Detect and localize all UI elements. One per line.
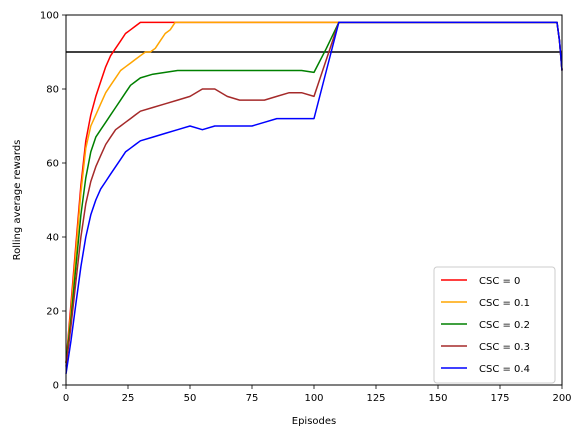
x-tick-label: 150 (428, 393, 447, 404)
x-tick-label: 200 (552, 393, 571, 404)
legend-label: CSC = 0 (479, 276, 520, 287)
legend-label: CSC = 0.2 (479, 320, 530, 331)
legend: CSC = 0 CSC = 0.1 CSC = 0.2 CSC = 0.3 CSC = … (433, 266, 556, 384)
series-layer (65, 21, 563, 375)
x-tick-label: 125 (366, 393, 385, 404)
x-tick-label: 75 (246, 393, 259, 404)
legend-label: CSC = 0.1 (479, 298, 530, 309)
y-tick-label: 80 (46, 85, 59, 96)
y-tick-label: 20 (46, 307, 59, 318)
legend-box (433, 266, 556, 384)
x-tick-label: 25 (122, 393, 135, 404)
x-axis-label: Episodes (292, 416, 336, 427)
y-axis-ticks: 0 20 40 60 80 100 (40, 11, 66, 392)
x-tick-label: 50 (184, 393, 197, 404)
y-tick-label: 100 (40, 11, 59, 22)
y-tick-label: 0 (53, 381, 59, 392)
legend-label: CSC = 0.3 (479, 342, 530, 353)
series-line-4 (65, 21, 563, 375)
legend-label: CSC = 0.4 (479, 364, 530, 375)
y-axis-label: Rolling average rewards (12, 140, 23, 261)
x-tick-label: 100 (304, 393, 323, 404)
y-tick-label: 40 (46, 233, 59, 244)
x-tick-label: 175 (490, 393, 509, 404)
y-tick-label: 60 (46, 159, 59, 170)
x-tick-label: 0 (63, 393, 69, 404)
x-axis-ticks: 0 25 50 75 100 125 150 175 200 (63, 385, 572, 404)
